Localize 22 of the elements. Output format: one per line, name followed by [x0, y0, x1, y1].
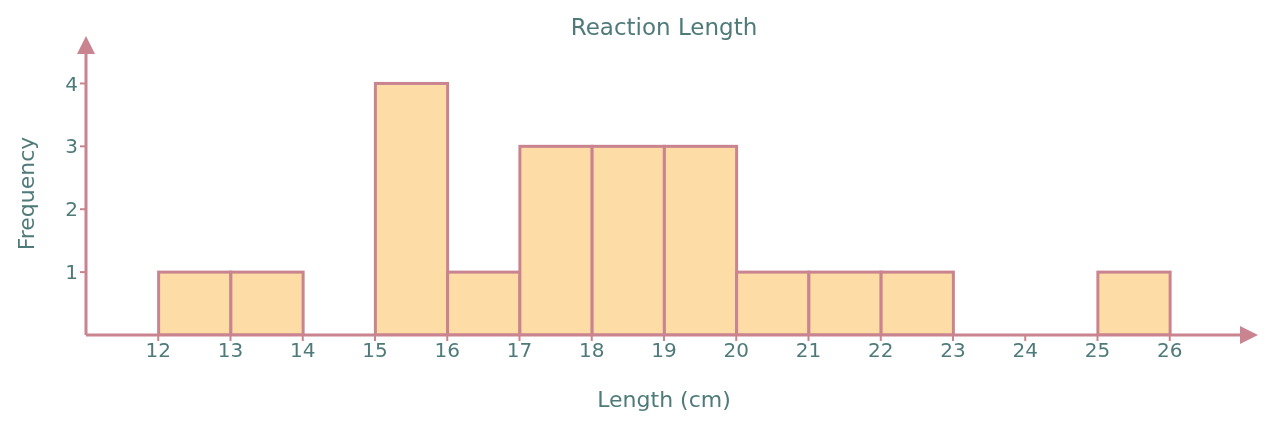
x-tick-label: 22 — [868, 338, 894, 363]
x-tick-label: 18 — [579, 338, 605, 363]
y-axis-title: Frequency — [13, 136, 39, 251]
x-axis-title: Length (cm) — [597, 387, 731, 412]
y-tick-label: 3 — [65, 134, 78, 159]
y-tick-label: 1 — [65, 260, 78, 285]
x-tick-label: 25 — [1084, 338, 1111, 363]
x-tick-label: 23 — [940, 338, 966, 363]
x-tick-label: 19 — [651, 338, 677, 363]
x-tick-label: 17 — [506, 338, 533, 363]
x-tick-label: 14 — [290, 338, 316, 363]
x-tick-label: 20 — [723, 338, 749, 363]
x-tick-label: 24 — [1012, 338, 1038, 363]
chart-title: Reaction Length — [569, 14, 759, 40]
x-tick-label: 12 — [145, 338, 171, 363]
x-tick-label: 13 — [217, 338, 244, 363]
x-tick-label: 15 — [362, 338, 388, 363]
y-tick-label: 4 — [65, 71, 78, 96]
x-tick-label: 21 — [795, 338, 822, 363]
y-tick-label: 2 — [65, 197, 78, 222]
x-tick-label: 16 — [434, 338, 460, 363]
x-tick-label: 26 — [1157, 338, 1183, 363]
